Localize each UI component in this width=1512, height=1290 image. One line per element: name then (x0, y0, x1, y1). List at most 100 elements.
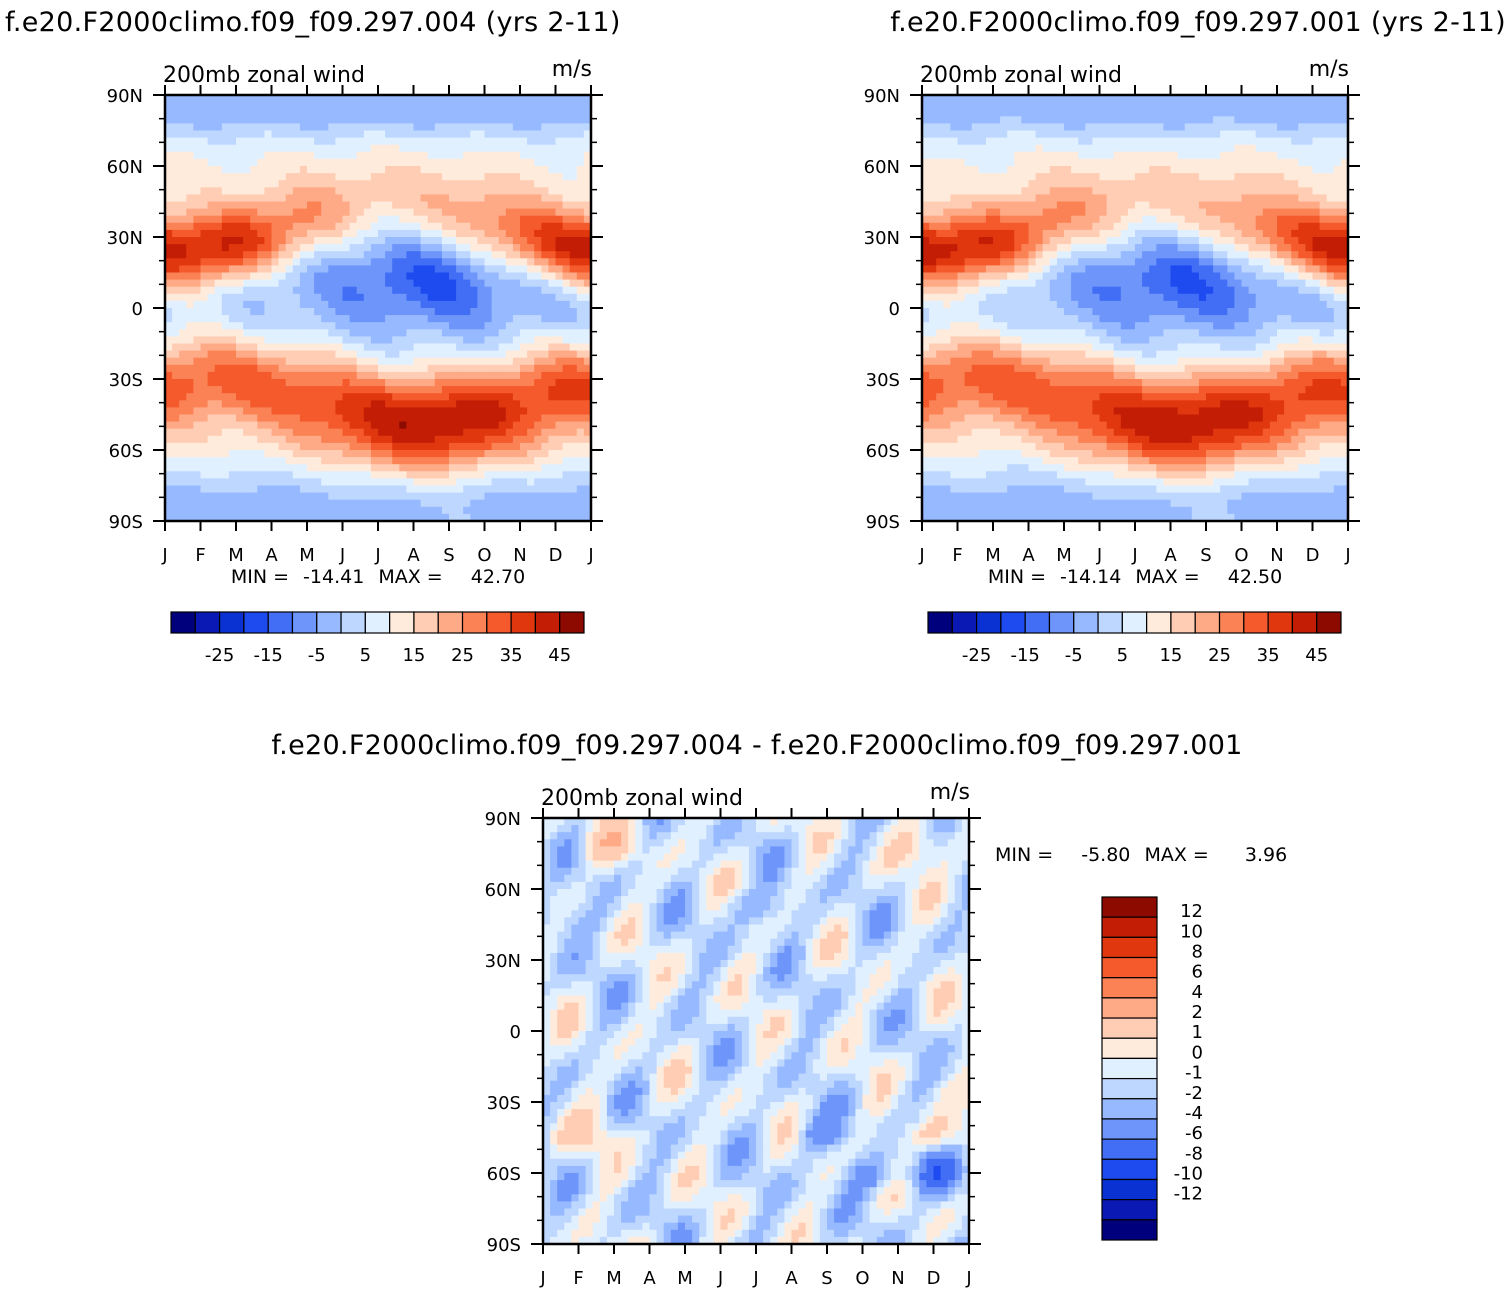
left-field-cell (335, 435, 344, 444)
left-field-cell (335, 166, 344, 174)
right-field-cell (1333, 251, 1342, 259)
left-field-cell (413, 485, 422, 494)
left-field-cell (321, 215, 329, 224)
left-field-cell (363, 137, 372, 146)
left-field-cell (349, 258, 358, 266)
left-field-cell (356, 109, 365, 117)
left-field-cell (427, 258, 436, 266)
left-field-cell (314, 308, 322, 316)
left-field-cell (172, 116, 180, 124)
left-field-cell (207, 336, 216, 345)
left-field-cell (349, 329, 358, 337)
left-field-cell (321, 506, 329, 515)
left-field-cell (399, 450, 407, 458)
left-units: m/s (552, 57, 592, 82)
right-field-cell (1014, 215, 1022, 224)
right-field-cell (1035, 130, 1044, 139)
left-field-cell (193, 109, 202, 117)
left-field-cell (363, 265, 372, 274)
left-field-cell (562, 222, 571, 231)
left-field-cell (576, 130, 585, 139)
left-field-cell (527, 130, 535, 139)
right-field-cell (1284, 229, 1292, 238)
right-field-cell (1255, 215, 1264, 224)
left-field-cell (413, 109, 422, 117)
left-field-cell (505, 442, 514, 451)
left-field-cell (193, 187, 202, 195)
left-field-cell (463, 308, 471, 316)
left-field-cell (434, 322, 443, 330)
right-field-cell (1234, 95, 1243, 103)
left-field-cell (434, 151, 443, 160)
left-field-cell (221, 187, 230, 195)
left-field-cell (228, 407, 237, 416)
left-field-cell (562, 308, 571, 316)
right-field-cell (1248, 102, 1257, 110)
left-field-cell (207, 222, 216, 231)
left-field-cell (413, 407, 422, 416)
right-field-cell (1284, 222, 1292, 231)
right-field-cell (1326, 151, 1335, 160)
left-field-cell (193, 322, 202, 330)
left-field-cell (463, 336, 471, 345)
right-field-cell (1078, 229, 1086, 238)
left-field-cell (548, 400, 557, 408)
left-field-cell (520, 222, 528, 231)
left-field-cell (541, 442, 549, 451)
right-field-cell (1312, 237, 1321, 245)
right-field-cell (1042, 208, 1051, 217)
left-field-cell (491, 229, 500, 238)
left-field-cell (236, 322, 244, 330)
left-field-cell (207, 428, 216, 437)
left-field-cell (477, 208, 486, 217)
left-field-cell (179, 407, 187, 416)
right-field-cell (1085, 151, 1093, 160)
right-field-cell (1312, 109, 1321, 117)
left-field-cell (385, 457, 393, 465)
left-field-cell (456, 308, 464, 316)
right-field-cell (1241, 187, 1250, 195)
left-field-cell (321, 293, 329, 302)
left-field-cell (477, 194, 486, 203)
left-field-cell (491, 492, 500, 501)
right-field-cell (1127, 201, 1136, 210)
left-field-cell (534, 393, 542, 401)
left-field-cell (392, 315, 400, 323)
right-field-cell (1127, 130, 1136, 139)
left-field-cell (463, 322, 471, 330)
right-field-cell (1284, 173, 1292, 181)
left-field-cell (228, 350, 237, 359)
left-field-cell (470, 109, 478, 117)
left-field-cell (207, 393, 216, 401)
left-field-cell (257, 251, 265, 259)
right-field-cell (1220, 180, 1228, 188)
left-field-cell (221, 208, 230, 217)
left-field-cell (236, 315, 244, 323)
left-field-cell (349, 95, 358, 103)
left-field-cell (186, 208, 194, 217)
left-field-cell (491, 322, 500, 330)
right-field-cell (1206, 151, 1214, 160)
left-field-cell (406, 400, 415, 408)
left-field-cell (456, 414, 464, 423)
left-field-cell (328, 308, 336, 316)
left-field-cell (264, 158, 273, 167)
right-field-cell (1021, 116, 1030, 124)
right-field-cell (1135, 180, 1143, 188)
right-field-cell (936, 222, 944, 231)
left-field-cell (285, 194, 294, 203)
left-field-cell (292, 506, 301, 515)
left-field-cell (335, 471, 344, 479)
left-field-cell (498, 187, 507, 195)
left-field-cell (576, 151, 585, 160)
left-field-cell (200, 180, 209, 188)
right-field-cell (1191, 166, 1200, 174)
right-field-cell (1064, 130, 1072, 139)
right-field-cell (1220, 151, 1228, 160)
left-field-cell (214, 478, 223, 487)
right-field-cell (1021, 251, 1030, 259)
right-field-cell (1085, 173, 1093, 181)
right-field-cell (1028, 215, 1037, 224)
left-field-cell (583, 506, 591, 515)
left-field-cell (378, 194, 386, 203)
